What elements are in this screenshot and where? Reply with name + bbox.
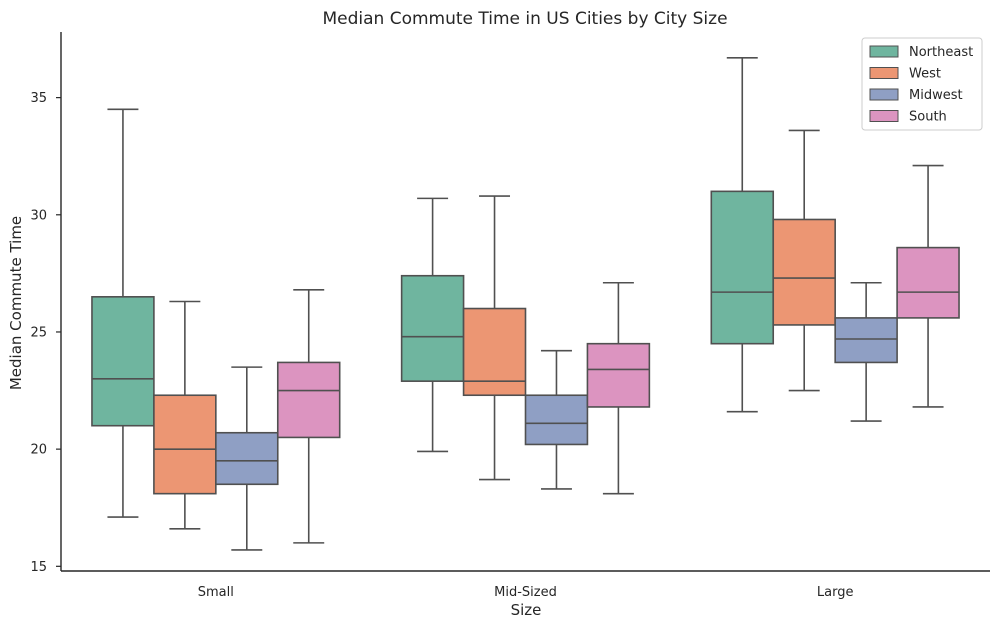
y-tick-label: 15	[30, 560, 47, 575]
y-tick-label: 20	[30, 443, 47, 458]
plot-area	[91, 56, 960, 551]
legend-swatch-northeast	[869, 45, 899, 58]
iqr-box	[153, 394, 217, 495]
legend-label-south: South	[909, 110, 947, 125]
x-ticks: Small Mid-Sized Large	[198, 585, 854, 600]
iqr-box	[276, 361, 341, 439]
box-northeast-mid-sized	[400, 197, 465, 453]
iqr-box	[710, 190, 775, 345]
chart-title: Median Commute Time in US Cities by City…	[322, 9, 727, 29]
y-ticks: 15 20 25 30 35	[30, 91, 61, 575]
box-northeast-large	[710, 56, 775, 413]
box-south-small	[276, 288, 341, 544]
legend-label-west: West	[909, 67, 941, 82]
box-midwest-small	[215, 366, 279, 551]
x-tick-label: Mid-Sized	[494, 585, 557, 600]
box-south-large	[896, 164, 960, 408]
legend-label-northeast: Northeast	[909, 45, 973, 60]
iqr-box	[462, 307, 527, 397]
iqr-box	[91, 296, 155, 427]
legend-label-midwest: Midwest	[909, 88, 963, 103]
box-northeast-small	[91, 108, 155, 518]
box-midwest-mid-sized	[524, 349, 589, 490]
box-west-small	[153, 300, 217, 530]
iqr-box	[896, 246, 960, 319]
iqr-box	[215, 431, 279, 486]
y-tick-label: 30	[30, 208, 47, 223]
box-west-large	[772, 129, 836, 392]
legend: Northeast West Midwest South	[861, 37, 983, 131]
legend-frame	[861, 37, 983, 131]
iqr-box	[524, 394, 589, 446]
iqr-box	[400, 274, 465, 382]
x-axis-label: Size	[511, 601, 542, 619]
y-axis-label: Median Commute Time	[7, 216, 25, 390]
legend-swatch-west	[869, 67, 899, 79]
x-tick-label: Small	[198, 585, 234, 600]
box-midwest-large	[834, 281, 898, 422]
y-tick-label: 25	[30, 325, 47, 340]
box-west-mid-sized	[462, 195, 527, 481]
y-tick-label: 35	[30, 91, 47, 106]
legend-swatch-midwest	[869, 88, 899, 101]
iqr-box	[834, 317, 898, 364]
x-tick-label: Large	[817, 585, 854, 600]
legend-swatch-south	[869, 110, 899, 122]
iqr-box	[586, 342, 651, 408]
iqr-box	[772, 218, 836, 326]
box-south-mid-sized	[586, 281, 651, 495]
